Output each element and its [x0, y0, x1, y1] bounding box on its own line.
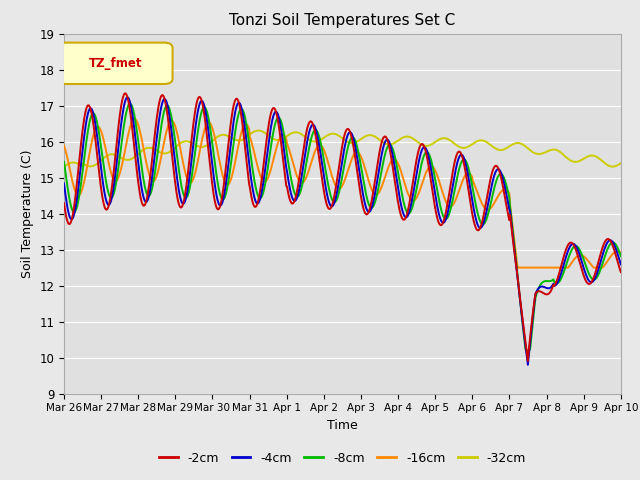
- X-axis label: Time: Time: [327, 419, 358, 432]
- Title: Tonzi Soil Temperatures Set C: Tonzi Soil Temperatures Set C: [229, 13, 456, 28]
- Legend: -2cm, -4cm, -8cm, -16cm, -32cm: -2cm, -4cm, -8cm, -16cm, -32cm: [154, 447, 531, 469]
- FancyBboxPatch shape: [58, 43, 173, 84]
- Y-axis label: Soil Temperature (C): Soil Temperature (C): [20, 149, 34, 278]
- Text: TZ_fmet: TZ_fmet: [88, 57, 142, 70]
